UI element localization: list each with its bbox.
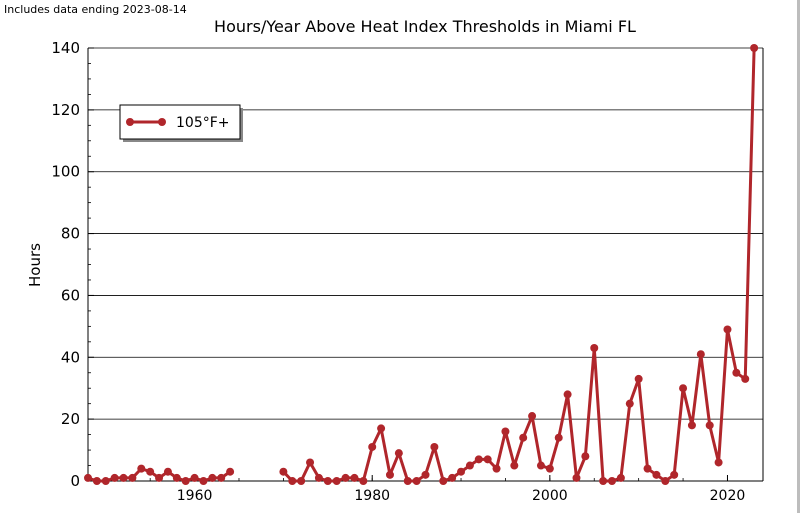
data-point — [306, 458, 315, 467]
ticks: 0 20 40 60 80 100 120 140 1960 1980 2000 2020 — [51, 39, 745, 504]
legend-label: 105°F+ — [176, 115, 230, 131]
x-tick-label: 1980 — [354, 488, 390, 504]
data-point — [146, 467, 155, 476]
data-point — [714, 458, 723, 467]
data-point — [687, 421, 696, 430]
data-point — [723, 325, 732, 334]
data-point — [448, 473, 457, 482]
y-tick-label: 120 — [51, 101, 80, 119]
data-point — [572, 473, 581, 482]
gridlines — [88, 47, 763, 420]
data-point — [385, 470, 394, 479]
data-point — [545, 464, 554, 473]
data-point — [661, 477, 670, 485]
data-point — [110, 473, 119, 482]
data-point — [101, 477, 110, 485]
data-point — [84, 473, 92, 482]
series-line — [282, 47, 756, 483]
data-note: Includes data ending 2023-08-14 — [4, 3, 187, 16]
y-tick-label: 140 — [51, 39, 80, 57]
data-point — [288, 477, 297, 485]
data-point — [350, 473, 359, 482]
x-tick-label: 2000 — [532, 488, 568, 504]
data-point — [474, 455, 483, 464]
data-point — [163, 467, 172, 476]
legend: 105°F+ — [119, 104, 243, 142]
y-tick-label: 80 — [61, 225, 80, 243]
data-point — [519, 433, 528, 442]
data-point — [563, 390, 572, 399]
data-point — [226, 467, 235, 476]
y-tick-label: 40 — [61, 348, 80, 366]
data-point — [297, 477, 306, 485]
data-point — [581, 452, 590, 461]
y-tick-label: 20 — [61, 410, 80, 428]
data-point — [403, 477, 412, 485]
data-point — [554, 433, 563, 442]
plot-area — [84, 44, 759, 485]
y-tick-label: 100 — [51, 163, 80, 181]
data-point — [323, 477, 332, 485]
data-point — [599, 477, 608, 485]
data-point — [670, 470, 679, 479]
data-point — [377, 424, 386, 433]
y-axis-label: Hours — [26, 243, 44, 287]
x-tick-label: 1960 — [177, 488, 213, 504]
data-point — [208, 473, 217, 482]
data-point — [625, 399, 634, 408]
data-point — [430, 442, 439, 451]
data-point — [616, 473, 625, 482]
data-point — [421, 470, 430, 479]
data-point — [412, 477, 421, 485]
y-tick-label: 60 — [61, 286, 80, 304]
data-point — [217, 473, 226, 482]
data-point — [279, 467, 288, 476]
data-point — [750, 44, 759, 52]
data-point — [510, 461, 519, 470]
data-point — [332, 477, 341, 485]
data-point — [652, 470, 661, 479]
data-point — [643, 464, 652, 473]
data-point — [457, 467, 466, 476]
data-point — [119, 473, 128, 482]
data-point — [181, 477, 190, 485]
data-point — [696, 350, 705, 359]
data-point — [528, 412, 537, 421]
data-point — [608, 477, 617, 485]
data-point — [492, 464, 501, 473]
data-point — [155, 473, 164, 482]
data-point — [190, 473, 199, 482]
data-point — [465, 461, 474, 470]
data-point — [128, 473, 137, 482]
data-point — [483, 455, 492, 464]
data-point — [536, 461, 545, 470]
chart-title: Hours/Year Above Heat Index Thresholds i… — [214, 17, 636, 36]
data-point — [314, 473, 323, 482]
data-point — [359, 477, 368, 485]
data-point — [137, 464, 146, 473]
data-point — [634, 374, 643, 383]
data-point — [741, 374, 750, 383]
legend-marker — [158, 118, 166, 126]
y-tick-label: 0 — [70, 472, 80, 490]
data-point — [368, 442, 377, 451]
x-tick-label: 2020 — [710, 488, 746, 504]
data-point — [439, 477, 448, 485]
data-point — [590, 344, 599, 353]
data-point — [679, 384, 688, 393]
data-point — [705, 421, 714, 430]
data-point — [172, 473, 181, 482]
legend-marker — [126, 118, 134, 126]
data-point — [394, 449, 403, 458]
data-point — [341, 473, 350, 482]
data-point — [92, 477, 101, 485]
data-point — [199, 477, 208, 485]
data-point — [501, 427, 510, 436]
window-edge — [797, 0, 800, 513]
data-point — [732, 368, 741, 377]
